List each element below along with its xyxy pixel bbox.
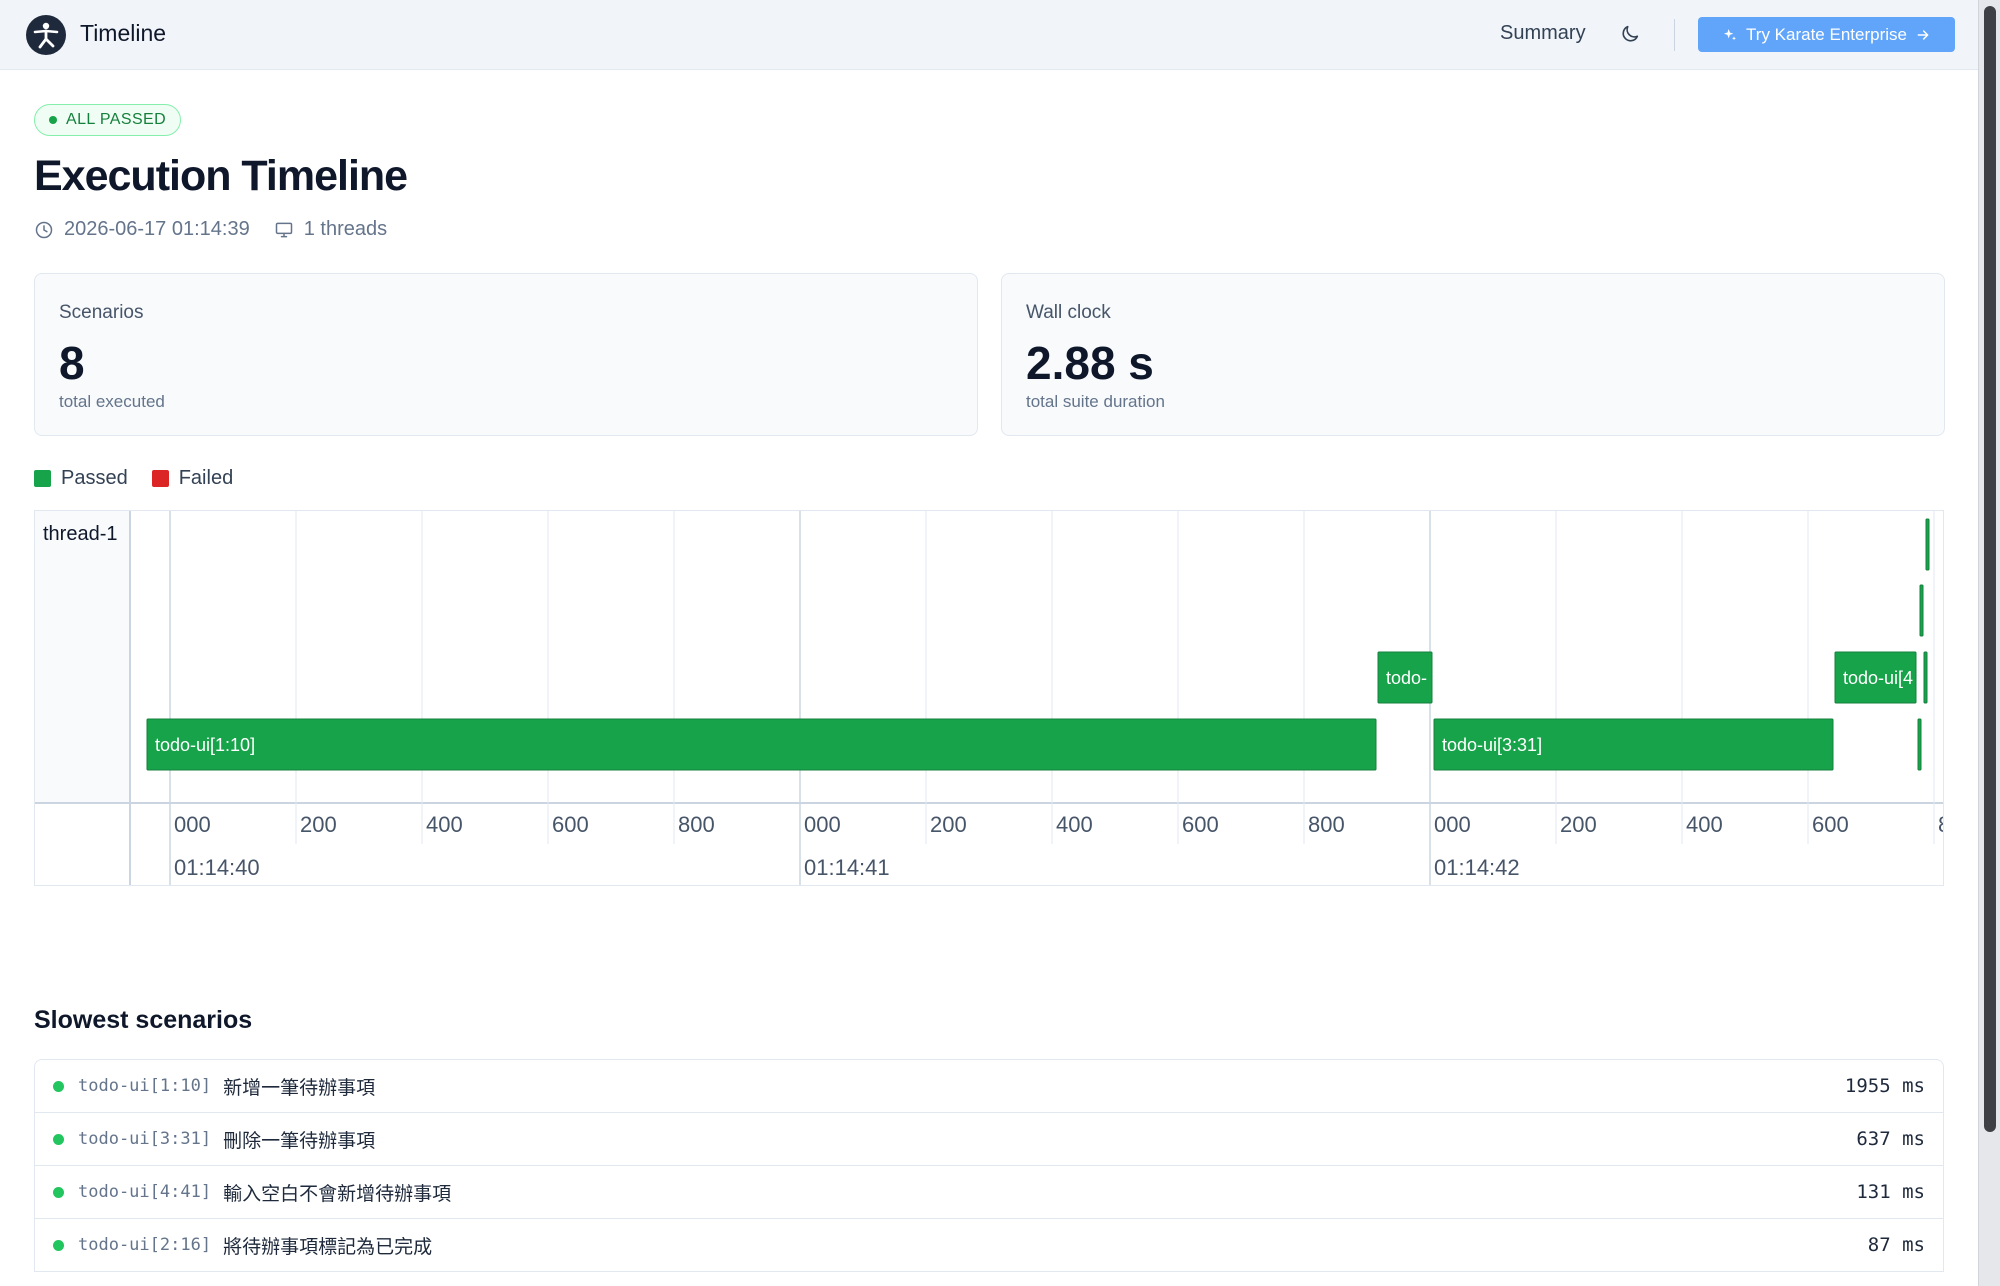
app-title: Timeline [80,20,167,46]
wallclock-sub: total suite duration [1026,392,1165,411]
scenario-id: todo-ui[4:41] [78,1182,212,1202]
clock-icon [35,221,53,238]
karate-person-icon [33,22,59,49]
wallclock-label: Wall clock [1026,302,1111,323]
tick-label: 200 [300,812,337,837]
timeline-bar [146,718,1377,771]
passed-dot [53,1133,64,1145]
slowest-row[interactable]: todo-ui[1:10] 新增一筆待辦事項 1955 ms [35,1060,1943,1113]
tick-label: 600 [552,812,589,837]
timeline-legend: Passed Failed [34,467,257,490]
timeline-bar-label: todo- [1386,668,1427,688]
passed-dot [53,1186,64,1198]
tick-label: 200 [930,812,967,837]
header-divider [1674,19,1675,51]
timeline-bar [1919,584,1924,637]
legend-passed-label: Passed [61,467,128,489]
tick-label: 000 [174,812,211,837]
tick-label: 400 [1056,812,1093,837]
slowest-row[interactable]: todo-ui[3:31] 刪除一筆待辦事項 637 ms [35,1113,1943,1166]
scenario-duration: 637 ms [1856,1128,1925,1150]
moon-icon [1622,25,1639,42]
timeline-bar-label: todo-ui[4 [1843,668,1913,688]
scenarios-label: Scenarios [59,302,144,323]
tick-label: 8 [1938,812,1944,837]
timeline-bar [1925,518,1930,571]
timestamp-text: 2026-06-17 01:14:39 [64,218,250,240]
time-axis-line [35,802,1943,804]
run-meta: 2026-06-17 01:14:39 1 threads [34,218,411,241]
scenario-duration: 1955 ms [1844,1075,1925,1097]
legend-failed-label: Failed [178,467,234,489]
scenarios-value: 8 [59,337,85,389]
second-label: 01:14:42 [1434,855,1520,880]
timeline-bar-label: todo-ui[3:31] [1442,735,1542,755]
tick-label: 800 [678,812,715,837]
try-enterprise-button[interactable]: Try Karate Enterprise [1698,17,1955,52]
timeline-bar-label: todo-ui[1:10] [155,735,255,755]
scenarios-card: Scenarios 8 total executed [34,273,978,436]
lane-label-column: thread-1 [35,511,131,802]
second-label: 01:14:41 [804,855,890,880]
monitor-icon [275,222,292,237]
tick-label: 400 [426,812,463,837]
threads-text: 1 threads [303,218,388,240]
passed-dot [53,1080,64,1092]
timeline-svg: 000 200 400 600 800 000 200 400 600 800 000 200 400 6… [146,511,1944,885]
slowest-title: Slowest scenarios [34,1006,253,1034]
status-dot [49,116,57,124]
scenarios-sub: total executed [59,392,165,411]
wallclock-value: 2.88 s [1026,337,1154,389]
scenario-id: todo-ui[1:10] [78,1076,212,1096]
tick-label: 400 [1686,812,1723,837]
timeline-bar [1377,651,1433,704]
tick-label: 000 [1434,812,1471,837]
wallclock-card: Wall clock 2.88 s total suite duration [1001,273,1945,436]
status-badge: ALL PASSED [34,104,182,136]
second-label: 01:14:40 [174,855,260,880]
scenario-name: 輸入空白不會新增待辦事項 [223,1182,452,1205]
slowest-list: todo-ui[1:10] 新增一筆待辦事項 1955 ms todo-ui[3… [34,1059,1944,1272]
tick-label: 600 [1812,812,1849,837]
try-enterprise-label: Try Karate Enterprise [1746,24,1907,44]
scenario-name: 將待辦事項標記為已完成 [223,1235,433,1258]
top-bar: Timeline Summary Try Karate Enterprise [0,0,1978,70]
tick-label: 200 [1560,812,1597,837]
nav-summary-link[interactable]: Summary [1500,22,1586,44]
timeline-bar [1917,718,1922,771]
scenario-name: 刪除一筆待辦事項 [223,1129,376,1152]
run-timestamp: 2026-06-17 01:14:39 [34,218,250,241]
karate-logo-icon[interactable] [26,15,66,55]
run-threads: 1 threads [274,218,387,241]
scenario-id: todo-ui[2:16] [78,1235,212,1255]
legend-failed: Failed [151,467,234,490]
timeline-bar [1834,651,1917,704]
lane-label-thread-1: thread-1 [43,523,118,545]
axis-label-column [35,803,131,885]
scrollbar-thumb[interactable] [1984,6,1996,1132]
passed-dot [53,1239,64,1251]
passed-swatch [34,470,51,487]
slowest-row[interactable]: todo-ui[2:16] 將待辦事項標記為已完成 87 ms [35,1219,1943,1272]
tick-label: 600 [1182,812,1219,837]
scrollbar-track[interactable] [1978,0,2000,1286]
scenario-name: 新增一筆待辦事項 [223,1076,376,1099]
timeline-bar [1923,651,1928,704]
legend-passed: Passed [34,467,128,490]
theme-toggle-button[interactable] [1616,20,1644,48]
status-label: ALL PASSED [66,111,167,128]
timeline-bar [1433,718,1834,771]
scenario-duration: 131 ms [1856,1181,1925,1203]
sparkle-icon [1724,28,1737,40]
slowest-row[interactable]: todo-ui[4:41] 輸入空白不會新增待辦事項 131 ms [35,1166,1943,1219]
arrow-right-icon [1917,29,1929,40]
page-title: Execution Timeline [34,152,408,200]
failed-swatch [151,470,169,487]
timeline-chart: thread-1 000 200 400 600 800 000 200 400 600 800 0… [34,510,1944,886]
scenario-id: todo-ui[3:31] [78,1129,212,1149]
timeline-plot: 000 200 400 600 800 000 200 400 600 800 000 200 400 6… [133,511,1944,885]
tick-label: 800 [1308,812,1345,837]
scenario-duration: 87 ms [1867,1234,1925,1256]
tick-label: 000 [804,812,841,837]
